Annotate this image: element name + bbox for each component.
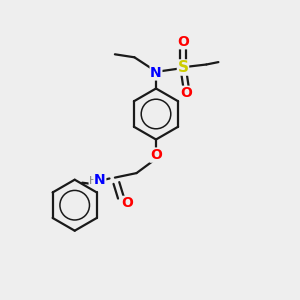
Text: N: N bbox=[94, 173, 106, 187]
Text: O: O bbox=[180, 86, 192, 100]
Text: O: O bbox=[177, 35, 189, 49]
Text: O: O bbox=[122, 196, 134, 210]
Text: H: H bbox=[89, 176, 98, 186]
Text: N: N bbox=[150, 66, 162, 80]
Text: O: O bbox=[150, 148, 162, 162]
Text: S: S bbox=[178, 60, 188, 75]
